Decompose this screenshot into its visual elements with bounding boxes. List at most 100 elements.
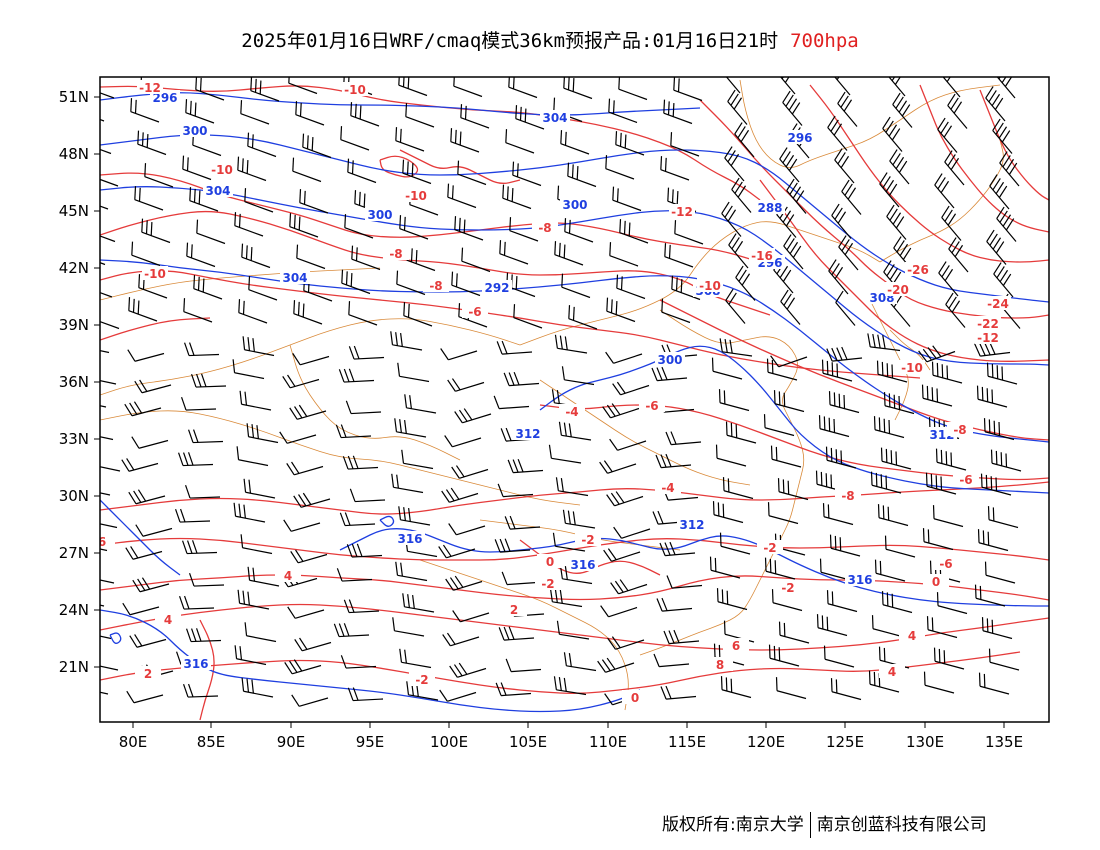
lon-tick-label: 80E	[119, 733, 148, 751]
wind-barb	[398, 506, 431, 526]
wind-barb	[609, 438, 647, 451]
lon-tick-label: 90E	[277, 733, 306, 751]
temperature-label: -2	[763, 541, 776, 555]
lat-tick-label: 45N	[59, 202, 89, 220]
geopotential-isoline	[539, 345, 1049, 494]
wind-barb	[568, 305, 598, 330]
wind-barb	[563, 652, 597, 672]
plot-frame	[99, 76, 1050, 723]
wind-barb	[885, 77, 906, 97]
wind-barb	[293, 492, 331, 508]
wind-barb	[238, 299, 268, 324]
temperature-label: -12	[139, 81, 161, 95]
wind-barb	[441, 487, 479, 503]
wind-barb	[940, 77, 961, 98]
geopotential-label: 304	[282, 271, 307, 285]
wind-barb	[660, 156, 690, 181]
wind-barb	[619, 219, 649, 244]
wind-barb	[612, 186, 642, 212]
wind-barb	[348, 301, 378, 326]
geopotential-label: 292	[484, 281, 509, 295]
wind-barbs	[100, 77, 1022, 707]
geopotential-label: 304	[205, 184, 230, 198]
wind-barb	[835, 290, 856, 326]
lon-tick-label: 135E	[985, 733, 1023, 751]
wind-barb	[234, 645, 267, 666]
wind-barb	[100, 345, 110, 354]
wind-barb	[100, 198, 109, 210]
boundary-line	[539, 379, 751, 486]
wind-barb	[401, 449, 434, 470]
wind-barb	[605, 351, 643, 364]
wind-barb	[771, 589, 803, 612]
wind-barb	[870, 471, 902, 494]
geopotential-label: 316	[570, 558, 595, 572]
temperature-label: -2	[541, 577, 554, 591]
lon-tick-label: 105E	[509, 733, 547, 751]
wind-barb	[655, 453, 692, 469]
wind-barb	[126, 690, 164, 704]
wind-barb	[499, 240, 529, 265]
temperature-label: 4	[284, 569, 292, 583]
wind-barb	[826, 346, 863, 362]
wind-barb	[548, 444, 582, 464]
wind-barb	[988, 648, 1020, 671]
wind-barb	[502, 184, 532, 210]
wind-barb	[507, 458, 544, 474]
lon-tick-label: 125E	[826, 733, 864, 751]
wind-barb	[661, 298, 691, 324]
wind-barb	[876, 360, 908, 383]
wind-barb	[347, 687, 384, 702]
country-boundaries	[100, 79, 1004, 711]
wind-barb	[182, 540, 218, 555]
geopotential-label: 312	[515, 427, 540, 441]
wind-barb	[451, 465, 489, 479]
geopotential-label: 316	[183, 657, 208, 671]
wind-barb	[100, 663, 119, 671]
wind-barb	[493, 395, 530, 410]
lon-tick-label: 95E	[356, 733, 385, 751]
wind-barb	[775, 77, 796, 95]
wind-barb	[918, 345, 956, 363]
wind-barb	[926, 616, 958, 639]
wind-barb	[773, 390, 805, 413]
wind-barb	[135, 524, 173, 537]
wind-barb	[882, 116, 903, 152]
wind-barb	[122, 602, 160, 616]
wind-barb	[831, 203, 852, 239]
wind-barb	[399, 648, 432, 669]
wind-barb	[981, 617, 1013, 640]
wind-barb	[100, 142, 112, 155]
temperature-label: 4	[164, 613, 172, 627]
wind-barb	[666, 575, 703, 589]
contour-labels: 2963003043003042962882963003042923083083…	[100, 80, 1011, 705]
lat-tick-label: 42N	[59, 259, 89, 277]
wind-barb	[923, 671, 955, 694]
wind-barb	[302, 133, 332, 159]
wind-barb	[248, 276, 278, 301]
wind-barb	[554, 334, 588, 354]
wind-barb	[442, 632, 480, 647]
temperature-label: -8	[953, 423, 966, 437]
wind-barb	[974, 341, 1011, 357]
temperature-label: 2	[144, 667, 152, 681]
wind-barb	[562, 509, 596, 529]
temperature-label: -16	[751, 249, 773, 263]
wind-barb	[134, 186, 164, 211]
wind-barb	[347, 158, 377, 184]
wind-barb	[243, 478, 276, 499]
wind-barb	[663, 629, 700, 645]
temperature-isotherm	[379, 155, 419, 178]
latitude-axis: 51N 48N 45N 42N 39N 36N 33N 30N 27N 24N 21N	[59, 88, 100, 676]
wind-barb	[613, 526, 651, 539]
wind-barb	[985, 86, 1006, 122]
geopotential-isoline	[109, 632, 122, 644]
wind-barb	[100, 286, 113, 298]
temperature-label: -10	[901, 361, 923, 375]
wind-barb	[293, 300, 323, 325]
wind-barb	[447, 183, 477, 209]
wind-barb	[403, 302, 433, 327]
wind-barb	[554, 241, 584, 266]
temperature-isotherm	[659, 299, 1049, 441]
wind-barb	[289, 213, 319, 238]
